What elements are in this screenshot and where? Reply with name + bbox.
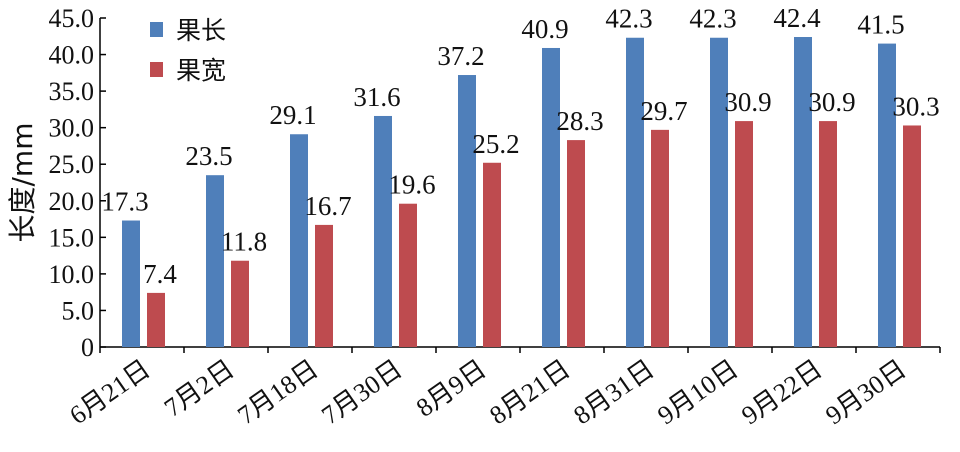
bar: [542, 47, 560, 347]
data-label: 30.9: [724, 87, 771, 117]
bar: [819, 121, 837, 347]
bar: [794, 37, 812, 348]
y-axis-title: 长度/mm: [6, 123, 39, 243]
bar: [147, 292, 165, 347]
bar: [374, 115, 392, 347]
y-tick-label: 20.0: [49, 187, 95, 216]
x-tick-label: 8月21日: [484, 354, 575, 430]
data-label: 37.2: [437, 41, 484, 71]
data-label: 23.5: [185, 141, 232, 171]
data-label: 30.9: [808, 87, 855, 117]
y-tick-label: 0: [81, 333, 94, 362]
data-label: 30.3: [892, 91, 939, 121]
data-label: 17.3: [101, 187, 148, 217]
x-tick-label: 7月2日: [159, 354, 240, 423]
data-label: 7.4: [143, 259, 177, 289]
y-tick-label: 5.0: [62, 296, 95, 325]
data-label: 28.3: [556, 106, 603, 136]
y-tick-label: 40.0: [49, 41, 95, 70]
data-label: 29.7: [640, 96, 687, 126]
bar: [231, 260, 249, 347]
bar: [626, 37, 644, 348]
data-label: 40.9: [521, 14, 568, 44]
bar: [903, 125, 921, 348]
data-label: 29.1: [269, 100, 316, 130]
bar: [315, 224, 333, 347]
y-tick-label: 15.0: [49, 223, 95, 252]
bar: [122, 220, 140, 347]
data-label: 11.8: [221, 227, 267, 257]
bar: [735, 121, 753, 347]
data-label: 31.6: [353, 82, 400, 112]
bar: [710, 37, 728, 348]
y-tick-label: 10.0: [49, 260, 95, 289]
x-tick-label: 9月30日: [820, 354, 911, 430]
x-tick-label: 9月22日: [736, 354, 827, 430]
bar: [206, 175, 224, 347]
data-label: 25.2: [472, 129, 519, 159]
x-tick-label: 7月18日: [232, 354, 323, 430]
legend-swatch: [150, 62, 163, 77]
x-tick-label: 7月30日: [316, 354, 407, 430]
data-label: 42.3: [605, 4, 652, 34]
y-tick-label: 25.0: [49, 150, 95, 179]
data-label: 42.3: [689, 4, 736, 34]
x-tick-label: 9月10日: [652, 354, 743, 430]
data-label: 16.7: [304, 191, 351, 221]
bar: [290, 134, 308, 347]
data-label: 42.4: [773, 3, 821, 33]
x-tick-label: 6月21日: [64, 354, 155, 430]
x-tick-label: 8月31日: [568, 354, 659, 430]
bar: [567, 140, 585, 347]
y-tick-label: 45.0: [49, 4, 95, 33]
bar: [458, 75, 476, 347]
bar: [878, 43, 896, 347]
bar: [483, 162, 501, 347]
legend-label: 果长: [176, 16, 226, 45]
bar: [651, 129, 669, 347]
y-tick-label: 30.0: [49, 114, 95, 143]
legend-swatch: [150, 22, 163, 37]
x-tick-label: 8月9日: [411, 354, 492, 423]
data-labels: 17.3 23.5 29.1 31.6 37.2 40.9 42.3 42.3 42.4 41.5…: [101, 3, 939, 289]
bar: [399, 203, 417, 347]
y-tick-label: 35.0: [49, 77, 95, 106]
bars: [122, 37, 921, 348]
legend-label: 果宽: [176, 56, 226, 85]
data-label: 41.5: [857, 10, 904, 40]
data-label: 19.6: [388, 170, 435, 200]
